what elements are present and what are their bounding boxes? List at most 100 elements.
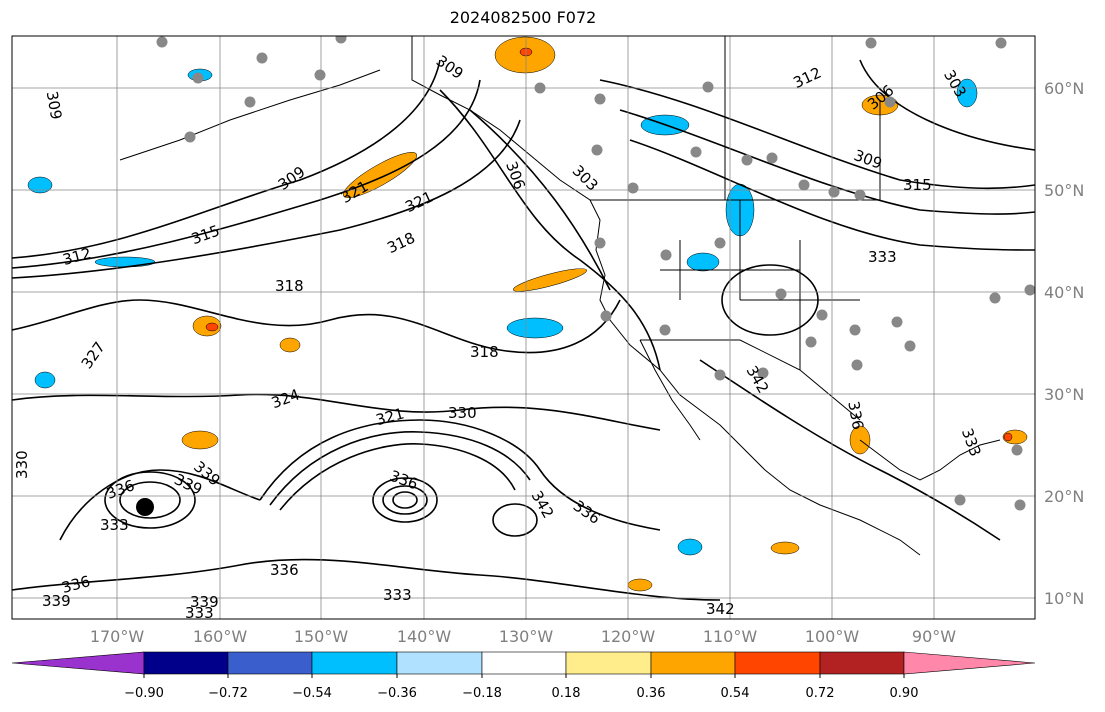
height-contour-layer [12, 59, 1035, 601]
station-marker [741, 154, 753, 166]
orange-shade-region [181, 430, 219, 450]
station-marker [954, 494, 966, 506]
colorbar-tick-label: 0.90 [890, 686, 919, 701]
station-marker [904, 340, 916, 352]
colorbar-tick-label: 0.72 [806, 686, 835, 701]
lat-label: 10°N [1044, 589, 1084, 608]
colorbar-tick-label: −0.54 [292, 686, 332, 701]
station-marker [594, 93, 606, 105]
station-marker [1024, 284, 1035, 296]
colorbar-tick-label: 0.36 [637, 686, 666, 701]
contour-label: 318 [275, 277, 304, 295]
height-contour [59, 469, 261, 541]
height-contour [259, 419, 661, 531]
station-marker [849, 324, 861, 336]
canada-province-border [724, 36, 881, 200]
alaska-coastline [119, 69, 381, 161]
blue-shade-region [506, 317, 564, 339]
contour-label: 333 [185, 604, 214, 622]
contour-label: 342 [706, 600, 735, 618]
station-marker [156, 36, 168, 48]
colorbar-extend-max-arrow [903, 651, 1036, 675]
storm-center-marker [136, 498, 154, 516]
station-marker [600, 310, 612, 322]
high-contour [721, 264, 819, 336]
contour-label: 336 [270, 561, 299, 579]
colorbar-tick-label: −0.36 [377, 686, 417, 701]
cyclone-contour [104, 471, 196, 529]
station-marker [702, 81, 714, 93]
height-contour [12, 59, 441, 259]
station-marker [805, 336, 817, 348]
red-shade-region [1003, 432, 1013, 442]
colorbar-segment [311, 651, 398, 675]
lon-label: 100°W [805, 627, 860, 646]
plot-frame [11, 35, 1036, 620]
station-marker [775, 288, 787, 300]
colorbar-segment [396, 651, 483, 675]
station-marker [989, 292, 1001, 304]
colorbar-tick-label: 0.54 [721, 686, 750, 701]
map-title: 2024082500 F072 [449, 8, 597, 27]
height-contour [629, 139, 1035, 251]
station-marker [244, 96, 256, 108]
blue-shade-region [686, 252, 720, 272]
station-marker [714, 369, 726, 381]
colorbar-segment [227, 651, 313, 675]
contour-label: 330 [13, 450, 31, 479]
station-marker [335, 36, 347, 44]
station-marker [865, 37, 877, 49]
colorbar-tick-label: −0.90 [124, 686, 164, 701]
blue-shade-region [94, 256, 156, 268]
height-contour [12, 299, 621, 354]
orange-shade-region [770, 541, 800, 555]
station-marker [627, 182, 639, 194]
gulf-of-mexico-coastline [859, 439, 1001, 481]
station-marker [660, 249, 672, 261]
lat-label: 50°N [1044, 181, 1084, 200]
colorbar: −0.90 −0.72 −0.54 −0.36 −0.18 0.18 0.36 0.54 0.7… [11, 651, 1036, 701]
station-marker [995, 37, 1007, 49]
station-marker [659, 324, 671, 336]
lon-label: 90°W [912, 627, 956, 646]
lon-label: 140°W [397, 627, 452, 646]
station-marker [184, 131, 196, 143]
colorbar-segment [481, 651, 567, 675]
us-state-borders [660, 200, 860, 370]
station-marker [594, 237, 606, 249]
contour-label: 309 [43, 90, 66, 121]
contour-label: 333 [100, 516, 129, 534]
colorbar-segment [565, 651, 652, 675]
station-marker [828, 186, 840, 198]
lon-label: 110°W [703, 627, 758, 646]
anticyclone-contour [382, 485, 428, 515]
station-marker [714, 237, 726, 249]
colorbar-tick-label: −0.72 [208, 686, 248, 701]
contour-label: 330 [448, 404, 477, 422]
height-contour [599, 79, 1035, 190]
colorbar-segment [650, 651, 736, 675]
lon-label: 120°W [601, 627, 656, 646]
station-marker [757, 367, 769, 379]
height-contour [12, 79, 481, 269]
colorbar-segments [11, 651, 1036, 675]
station-marker [816, 309, 828, 321]
height-contour [439, 89, 661, 371]
map-panel: 309 309 306 312 306 303 309 309 303 321 … [11, 35, 1036, 622]
station-marker [798, 179, 810, 191]
us-mexico-border [640, 339, 861, 421]
blue-shade-region [956, 78, 978, 108]
contour-label: 318 [470, 343, 499, 361]
height-contour [269, 431, 531, 506]
lon-label: 170°W [90, 627, 145, 646]
colorbar-segment [143, 651, 229, 675]
lat-label: 40°N [1044, 283, 1084, 302]
height-contour [12, 119, 521, 279]
station-marker [690, 146, 702, 158]
lon-label: 150°W [294, 627, 349, 646]
height-contour [469, 109, 611, 291]
colorbar-tick-label: −0.18 [462, 686, 502, 701]
station-marker [884, 96, 896, 108]
station-marker [1014, 499, 1026, 511]
longitude-labels: 170°W 160°W 150°W 140°W 130°W 120°W 110°… [90, 627, 956, 646]
